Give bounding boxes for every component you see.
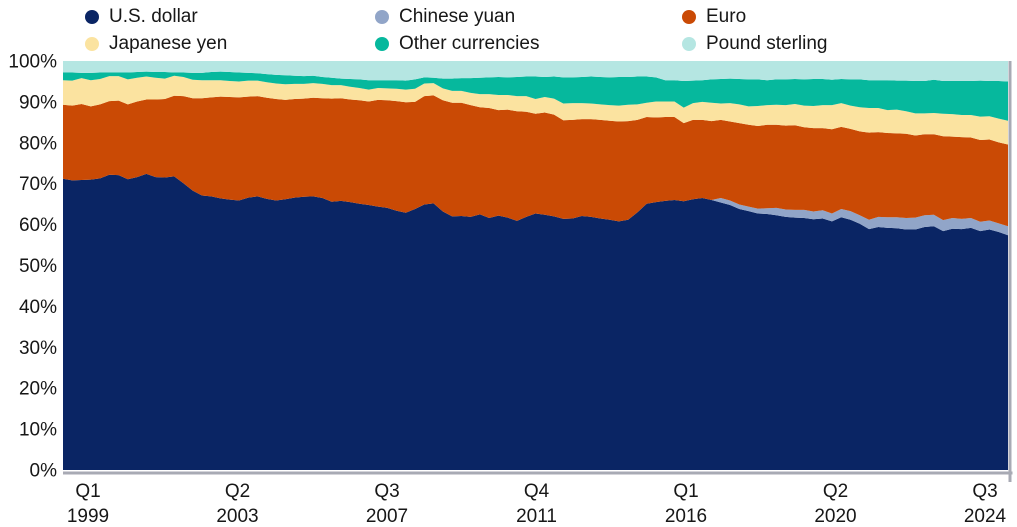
y-axis-tick-label: 40%	[19, 297, 57, 318]
legend-swatch-euro	[682, 9, 696, 24]
legend-swatch-chinese-yuan	[375, 9, 389, 24]
x-axis-tick-quarter: Q4	[524, 481, 550, 502]
y-axis-tick-label: 90%	[19, 92, 57, 113]
legend-item-pound-sterling: Pound sterling	[682, 34, 827, 53]
x-axis-tick-quarter: Q3	[374, 481, 399, 502]
legend-label: Chinese yuan	[399, 6, 516, 27]
y-axis-tick-label: 0%	[30, 461, 58, 482]
bottom-axis-spine	[63, 471, 1013, 475]
area-band-u-s-dollar	[63, 173, 1008, 470]
y-axis-tick-label: 100%	[8, 52, 57, 73]
y-axis-tick-label: 80%	[19, 133, 57, 154]
x-axis-tick-year: 2016	[665, 506, 707, 527]
legend-label: U.S. dollar	[109, 6, 198, 27]
y-axis-tick-label: 20%	[19, 379, 57, 400]
area-band-pound-sterling	[63, 61, 1008, 82]
x-axis-tick-quarter: Q1	[673, 481, 698, 502]
legend-label: Pound sterling	[706, 33, 828, 54]
legend-label: Other currencies	[399, 33, 540, 54]
legend-label: Euro	[706, 6, 747, 27]
area-band-other-currencies	[63, 71, 1008, 121]
x-axis-tick-year: 2024	[964, 506, 1007, 527]
area-band-euro	[63, 95, 1008, 227]
y-axis-tick-label: 70%	[19, 174, 57, 195]
y-axis-tick-label: 10%	[19, 420, 57, 441]
legend-swatch-u-s-dollar	[85, 9, 99, 24]
chart-legend: U.S. dollar Japanese yen Chinese yuan Other…	[85, 3, 827, 57]
y-axis-tick-label: 60%	[19, 215, 57, 236]
right-axis-spine	[1008, 61, 1012, 482]
x-axis-tick-year: 2007	[366, 506, 408, 527]
legend-item-chinese-yuan: Chinese yuan	[375, 7, 682, 26]
x-axis-tick-quarter: Q2	[225, 481, 250, 502]
y-axis-tick-label: 30%	[19, 338, 57, 359]
legend-item-u-s-dollar: U.S. dollar	[85, 7, 375, 26]
legend-item-euro: Euro	[682, 7, 827, 26]
legend-label: Japanese yen	[109, 33, 228, 54]
legend-swatch-japanese-yen	[85, 36, 99, 51]
legend-item-other-currencies: Other currencies	[375, 34, 682, 53]
x-axis-tick-year: 2003	[216, 506, 258, 527]
x-axis-tick-quarter: Q3	[972, 481, 997, 502]
legend-item-japanese-yen: Japanese yen	[85, 34, 375, 53]
legend-swatch-pound-sterling	[682, 36, 696, 51]
x-axis-tick-year: 2020	[814, 506, 856, 527]
x-axis-tick-year: 1999	[67, 506, 109, 527]
area-band-japanese-yen	[63, 75, 1008, 145]
legend-swatch-other-currencies	[375, 36, 389, 51]
area-band-chinese-yuan	[63, 173, 1008, 236]
x-axis-tick-quarter: Q2	[823, 481, 848, 502]
x-axis-tick-quarter: Q1	[75, 481, 100, 502]
x-axis-tick-year: 2011	[516, 506, 557, 527]
y-axis-tick-label: 50%	[19, 256, 57, 277]
